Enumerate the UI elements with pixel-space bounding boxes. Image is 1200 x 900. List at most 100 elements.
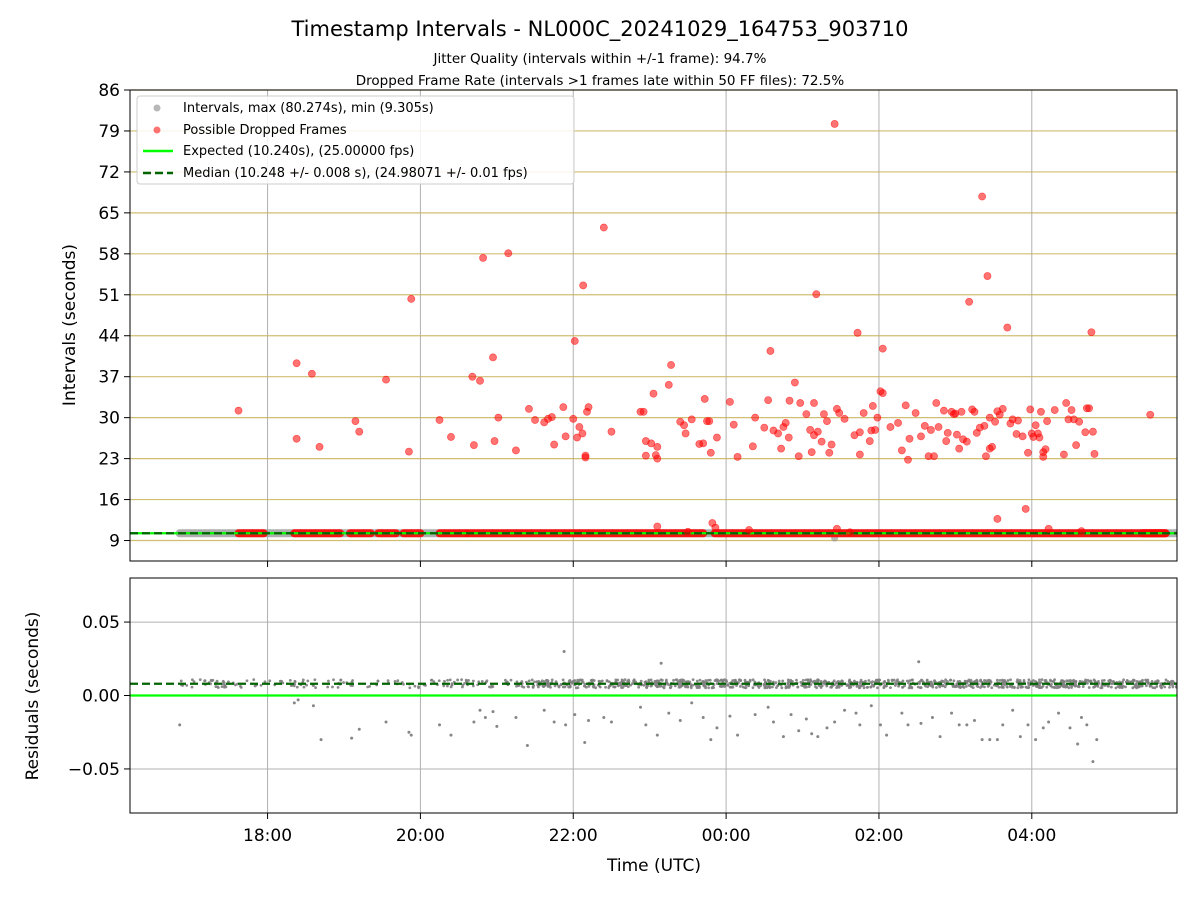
residual-point — [845, 684, 849, 687]
dropped-frame-point — [766, 347, 775, 355]
residual-outlier-point — [1079, 716, 1083, 720]
dropped-frame-point — [790, 378, 799, 387]
residual-point — [623, 678, 627, 682]
dropped-frame-point — [835, 409, 844, 417]
residual-point — [1099, 686, 1103, 690]
residual-outlier-point — [854, 711, 858, 715]
residual-point — [946, 680, 949, 683]
dropped-frame-point — [991, 417, 1000, 426]
residual-point — [1093, 685, 1096, 689]
residual-point — [823, 679, 827, 683]
residual-point — [471, 679, 475, 683]
residual-point — [547, 682, 551, 686]
residual-point — [771, 685, 774, 689]
residual-point — [920, 678, 923, 682]
residual-point — [875, 678, 879, 682]
dropped-frame-point — [911, 409, 920, 417]
residual-point — [1151, 686, 1155, 689]
residual-outlier-point — [292, 701, 296, 705]
residual-point — [313, 678, 317, 682]
residual-point — [728, 685, 732, 689]
residual-outlier-point — [715, 726, 719, 730]
residual-point — [998, 678, 1002, 682]
residual-point — [890, 678, 894, 682]
residual-outlier-point — [491, 710, 495, 714]
residual-point — [446, 684, 449, 688]
residual-outlier-point — [709, 738, 713, 742]
residual-point — [1131, 680, 1135, 683]
residual-point — [941, 683, 945, 687]
residual-point — [1166, 680, 1170, 683]
residual-point — [801, 679, 805, 682]
residual-point — [1102, 678, 1106, 682]
dropped-frame-point — [1043, 417, 1051, 426]
residual-outlier-point — [562, 649, 566, 653]
dropped-frame-point — [664, 380, 673, 389]
residual-outlier-point — [980, 738, 984, 742]
dropped-frame-point — [355, 427, 364, 436]
residual-point — [1000, 685, 1004, 688]
dropped-frame-point — [1059, 450, 1068, 459]
residual-point — [1089, 679, 1093, 683]
residual-point — [766, 685, 770, 689]
dropped-frame-point — [985, 413, 994, 422]
residual-point — [979, 686, 982, 689]
dropped-frame-point — [494, 413, 503, 422]
residual-point — [766, 678, 770, 682]
dropped-frame-point — [470, 441, 478, 450]
dropped-frame-point — [1035, 433, 1044, 442]
residual-point — [675, 678, 679, 682]
residual-outlier-point — [495, 724, 499, 728]
dropped-frame-point — [1024, 448, 1032, 457]
dropped-frame-point — [1085, 404, 1094, 413]
residual-point — [568, 685, 572, 689]
residual-point — [1084, 678, 1088, 682]
residual-outlier-point — [525, 743, 529, 747]
residual-point — [485, 679, 489, 683]
residual-outlier-point — [449, 733, 453, 737]
residual-point — [763, 678, 766, 682]
legend: Intervals, max (80.274s), min (9.305s) P… — [136, 95, 575, 185]
residual-point — [971, 686, 975, 690]
residual-outlier-point — [701, 716, 705, 720]
residual-point — [546, 685, 550, 688]
residual-outlier-point — [311, 704, 315, 708]
residual-point — [608, 684, 612, 688]
residual-point — [795, 678, 798, 682]
residual-point — [979, 678, 983, 682]
residual-point — [614, 678, 618, 682]
dropped-frame-point — [490, 437, 499, 445]
residual-outlier-point — [1095, 738, 1099, 742]
residual-outlier-point — [1011, 708, 1015, 712]
residual-point — [882, 686, 886, 690]
dropped-frame-point — [970, 407, 979, 416]
dropped-frame-point — [351, 417, 360, 426]
residual-point — [1168, 686, 1171, 689]
dropped-frame-point — [578, 429, 587, 438]
residual-point — [989, 680, 993, 684]
residual-point — [735, 680, 738, 684]
residual-point — [908, 679, 912, 683]
residual-outlier-point — [885, 733, 889, 737]
residual-point — [531, 685, 535, 689]
residual-point — [1018, 678, 1022, 682]
residual-point — [413, 684, 417, 688]
dropped-frame-point — [965, 297, 974, 306]
dropped-frame-point — [1087, 328, 1096, 337]
residual-point — [903, 684, 906, 688]
dropped-frame-point — [785, 396, 794, 405]
residual-point — [542, 684, 546, 688]
residual-point — [587, 684, 591, 688]
residual-point — [997, 685, 1001, 689]
residual-point — [295, 685, 299, 689]
dropped-frame-point — [1037, 407, 1045, 416]
residual-point — [1110, 682, 1114, 686]
intervals-marks — [130, 120, 1177, 542]
residual-point — [743, 678, 747, 682]
residual-point — [550, 678, 554, 682]
residual-point — [673, 684, 677, 688]
residual-point — [919, 686, 923, 689]
residual-point — [192, 680, 196, 684]
dropped-frame-point — [943, 428, 952, 437]
residual-outlier-point — [917, 660, 921, 664]
